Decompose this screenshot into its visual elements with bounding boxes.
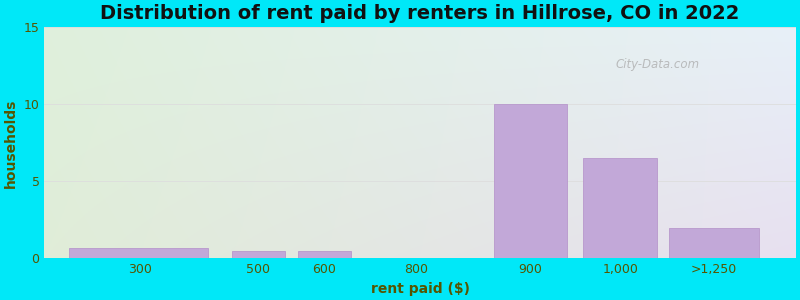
Bar — [494, 104, 567, 258]
Bar — [670, 228, 759, 258]
Bar — [69, 248, 208, 258]
X-axis label: rent paid ($): rent paid ($) — [370, 282, 470, 296]
Y-axis label: households: households — [4, 98, 18, 188]
Bar — [298, 251, 350, 258]
Title: Distribution of rent paid by renters in Hillrose, CO in 2022: Distribution of rent paid by renters in … — [101, 4, 740, 23]
Text: City-Data.com: City-Data.com — [615, 58, 700, 70]
Bar — [583, 158, 657, 258]
Bar — [232, 251, 286, 258]
